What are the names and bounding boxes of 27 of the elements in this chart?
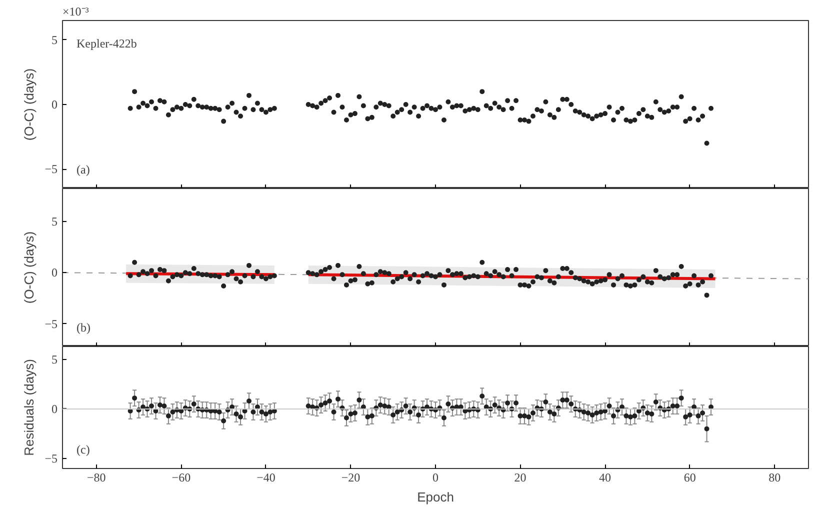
x-tick-label: 20 <box>514 470 526 484</box>
x-tick-label: −40 <box>256 470 276 484</box>
y-axis-title: Residuals (days) <box>22 359 37 456</box>
annotation: Kepler-422b <box>76 36 137 50</box>
x-axis-title: Epoch <box>417 490 454 504</box>
y-tick-label: −5 <box>44 452 58 466</box>
y-tick-label: 0 <box>52 402 58 416</box>
annotation: (c) <box>76 442 90 456</box>
text: ×10⁻³ <box>62 4 90 18</box>
y-axis-title: (O-C) (days) <box>22 231 37 304</box>
y-axis-title: (O-C) (days) <box>22 68 37 141</box>
y-tick-label: −5 <box>44 316 58 331</box>
y-tick-label: −5 <box>44 162 58 176</box>
y-tick-label: 5 <box>52 32 58 47</box>
x-tick-label: −20 <box>341 470 360 484</box>
x-tick-label: 60 <box>684 470 696 484</box>
y-tick-label: 0 <box>52 98 58 112</box>
x-tick-label: 80 <box>768 470 781 484</box>
annotation: (b) <box>76 320 90 334</box>
x-tick-label: −60 <box>172 470 191 484</box>
annotation: (a) <box>76 162 90 176</box>
x-tick-label: −80 <box>87 470 106 484</box>
y-tick-label: 0 <box>52 266 58 280</box>
x-tick-label: 40 <box>599 470 612 484</box>
y-tick-label: 5 <box>52 214 58 228</box>
x-tick-label: 0 <box>432 470 438 484</box>
y-tick-label: 5 <box>52 352 58 366</box>
